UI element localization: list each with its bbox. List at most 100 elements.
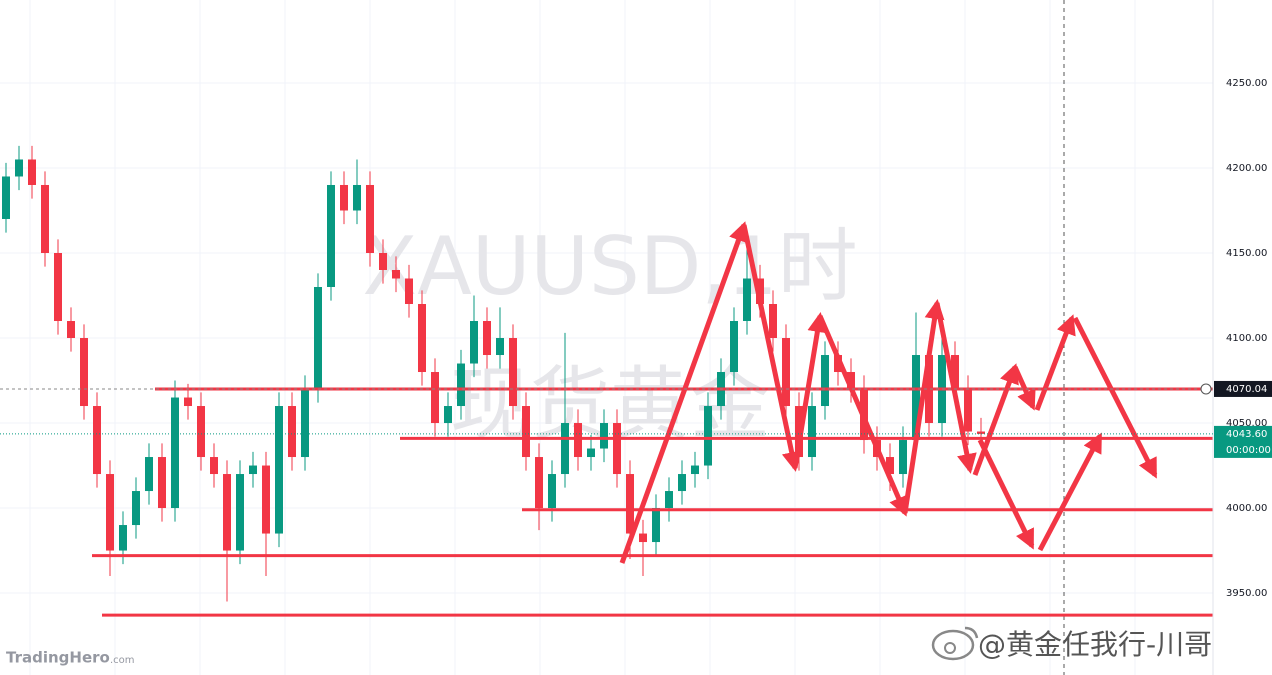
candle-body: [353, 184, 361, 211]
arrow: [934, 302, 977, 474]
candle-body: [93, 406, 101, 475]
candle-body: [613, 423, 621, 475]
candle-body: [15, 159, 23, 177]
scale-labels: 3950.00 4000.00 4050.00 4100.00 4150.00 4200.…: [1226, 78, 1267, 599]
candle-body: [119, 525, 127, 551]
candle-body: [327, 184, 335, 288]
candle-body: [184, 397, 192, 407]
add-icon: [1200, 383, 1212, 395]
grid: [0, 0, 1213, 675]
arrow: [741, 224, 802, 472]
candle-body: [847, 372, 855, 390]
countdown: 00:00:00: [1226, 445, 1271, 456]
arrow: [1072, 316, 1158, 479]
arrow: [619, 221, 748, 564]
candle-body: [80, 338, 88, 407]
marked-price-label: 4070.04: [1226, 384, 1267, 395]
candle-body: [444, 406, 452, 424]
candle-body: [821, 355, 829, 407]
current-price-label: 4043.60: [1226, 429, 1267, 440]
candle-body: [496, 338, 504, 356]
candle-body: [535, 457, 543, 509]
candle-body: [132, 491, 140, 526]
brand: TradingHero: [6, 649, 110, 667]
candle-body: [41, 184, 49, 253]
candle-body: [652, 508, 660, 543]
candle-body: [106, 474, 114, 551]
candle-body: [626, 474, 634, 534]
y-tick-label: 4000.00: [1226, 503, 1267, 514]
arrow: [1034, 314, 1076, 411]
candle-body: [600, 423, 608, 449]
candle-body: [223, 474, 231, 551]
candle-body: [561, 423, 569, 475]
candle-body: [509, 338, 517, 407]
arrow: [792, 312, 828, 469]
candle-body: [977, 431, 985, 434]
candle-body: [769, 304, 777, 339]
brand-suffix: .com: [110, 655, 135, 666]
candle-body: [782, 338, 790, 407]
candle-body: [301, 389, 309, 458]
candle-body: [2, 176, 10, 219]
candle-body: [743, 278, 751, 322]
credit: @黄金任我行-川哥: [978, 628, 1212, 661]
y-tick-label: 4050.00: [1226, 418, 1267, 429]
candle-body: [249, 465, 257, 475]
candle-body: [340, 184, 348, 211]
arrows: [619, 221, 1158, 564]
candle-body: [418, 304, 426, 373]
candle-body: [587, 448, 595, 458]
y-tick-label: 4150.00: [1226, 248, 1267, 259]
candle-body: [691, 465, 699, 475]
candle-body: [912, 355, 920, 441]
candle-body: [67, 321, 75, 339]
arrow: [902, 299, 945, 514]
candle-body: [28, 159, 36, 185]
candle-body: [366, 184, 374, 253]
candle-body: [431, 372, 439, 424]
candle-body: [886, 457, 894, 475]
weibo-logo: [931, 626, 979, 661]
y-tick-label: 4100.00: [1226, 333, 1267, 344]
candle-body: [314, 287, 322, 390]
candle-body: [379, 252, 387, 270]
candle-body: [548, 474, 556, 509]
candle-body: [808, 406, 816, 458]
candle-body: [899, 440, 907, 475]
candle-body: [704, 406, 712, 466]
candle-body: [275, 406, 283, 534]
candle-body: [145, 457, 153, 492]
y-tick-label: 3950.00: [1226, 588, 1267, 599]
arrow: [1012, 365, 1036, 411]
candle-body: [210, 457, 218, 475]
y-tick-label: 4250.00: [1226, 78, 1267, 89]
candle-body: [262, 465, 270, 534]
candle-body: [951, 355, 959, 390]
candle-body: [392, 270, 400, 279]
candle-body: [678, 474, 686, 492]
candle-body: [730, 321, 738, 373]
candle-body: [665, 491, 673, 509]
candle-body: [457, 363, 465, 407]
candle-body: [574, 423, 582, 458]
arrow: [817, 315, 908, 517]
y-tick-label: 4200.00: [1226, 163, 1267, 174]
arrow: [972, 363, 1019, 476]
candle-body: [197, 406, 205, 458]
candle-body: [288, 406, 296, 458]
current-price-tag: [1214, 425, 1272, 458]
candle-body: [54, 252, 62, 322]
candle-body: [522, 406, 530, 458]
marked-price-tag: [1214, 380, 1272, 397]
price-scale: [1213, 0, 1272, 675]
watermark-symbol: XAUUSD,1时: [362, 220, 857, 313]
watermark-name: 现货黄金: [450, 358, 770, 451]
arrow: [1037, 432, 1103, 552]
candle-body: [236, 474, 244, 551]
candle-body: [964, 389, 972, 432]
arrow: [977, 438, 1035, 550]
candle-body: [405, 278, 413, 305]
candle-body: [158, 457, 166, 509]
